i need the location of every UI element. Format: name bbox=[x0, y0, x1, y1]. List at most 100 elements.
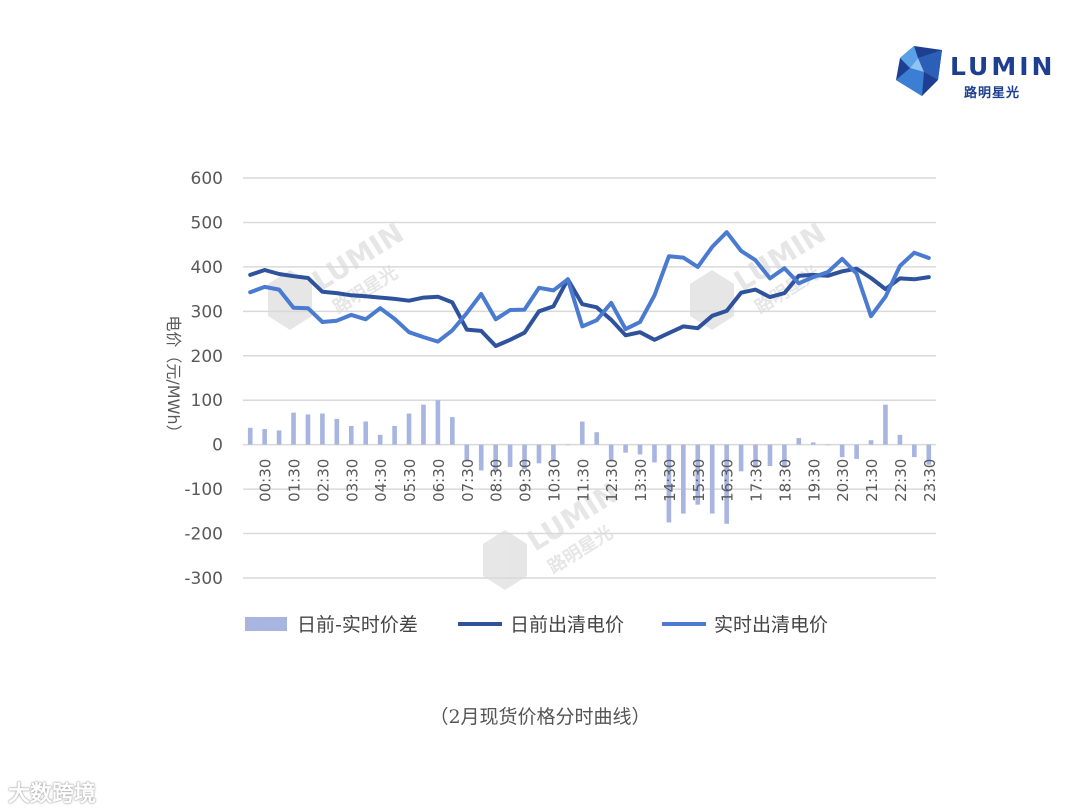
x-tick-label: 12:30 bbox=[603, 459, 621, 502]
spread-bar bbox=[897, 434, 903, 445]
spread-bar bbox=[536, 444, 542, 464]
x-tick-label: 03:30 bbox=[343, 459, 361, 502]
spread-bar bbox=[594, 432, 600, 445]
spread-bar bbox=[262, 429, 267, 445]
y-tick-label: -200 bbox=[184, 525, 223, 545]
brand-logo: LUMIN 路明星光 bbox=[892, 44, 1052, 101]
chart-gridlines bbox=[243, 177, 936, 579]
x-tick-label: 08:30 bbox=[488, 459, 506, 502]
y-tick-label: 400 bbox=[191, 258, 223, 278]
x-tick-label: 21:30 bbox=[863, 459, 881, 502]
x-tick-label: 20:30 bbox=[834, 459, 852, 502]
spread-bar bbox=[406, 413, 412, 445]
y-tick-label: 0 bbox=[212, 436, 223, 456]
spread-bar bbox=[695, 444, 701, 505]
y-tick-label: 200 bbox=[191, 347, 223, 367]
x-tick-label: 01:30 bbox=[286, 459, 304, 502]
spread-bar bbox=[522, 444, 527, 470]
brand-name: LUMIN bbox=[950, 52, 1056, 81]
x-tick-label: 04:30 bbox=[372, 459, 390, 502]
legend-swatch-bar bbox=[245, 617, 287, 631]
price-lines bbox=[248, 230, 931, 348]
watermark-icon bbox=[268, 270, 312, 330]
spread-bar bbox=[565, 444, 571, 446]
spread-bar bbox=[478, 444, 484, 471]
spread-bar bbox=[637, 444, 643, 455]
y-tick-label: -300 bbox=[184, 569, 223, 589]
watermark-icon bbox=[690, 270, 734, 330]
spread-bar bbox=[854, 444, 859, 459]
spread-bar bbox=[579, 421, 585, 445]
legend-item: 日前出清电价 bbox=[458, 614, 624, 636]
y-tick-label: -100 bbox=[184, 480, 223, 500]
spread-bar bbox=[926, 444, 932, 465]
x-tick-label: 18:30 bbox=[776, 459, 794, 502]
corner-watermark: 大数跨境 bbox=[8, 782, 97, 807]
spread-bar bbox=[247, 427, 253, 445]
y-axis-ticks: 600 500 400 300 200 100 0 -100 -200 -300 bbox=[184, 169, 223, 589]
spread-bar bbox=[435, 400, 441, 445]
x-tick-label: 02:30 bbox=[314, 459, 332, 502]
spread-bar bbox=[681, 444, 686, 514]
x-tick-label: 09:30 bbox=[517, 459, 535, 502]
spread-bar bbox=[377, 434, 383, 445]
legend-item: 实时出清电价 bbox=[662, 614, 828, 636]
spread-bar bbox=[421, 404, 426, 445]
watermark-icon bbox=[483, 530, 527, 590]
spread-bar bbox=[305, 414, 311, 445]
spread-bar bbox=[883, 404, 888, 445]
spread-bar bbox=[493, 444, 498, 472]
spread-bar bbox=[767, 444, 773, 466]
spread-bar bbox=[666, 444, 672, 523]
x-tick-label: 19:30 bbox=[805, 459, 823, 502]
y-tick-label: 600 bbox=[191, 169, 223, 189]
x-tick-label: 11:30 bbox=[574, 459, 592, 502]
spread-bar bbox=[334, 418, 340, 445]
x-tick-label: 22:30 bbox=[892, 459, 910, 502]
x-axis-ticks: 00:30 01:30 02:30 03:30 04:30 05:30 06:30 07:30… bbox=[257, 459, 939, 502]
lumin-logo-icon bbox=[896, 46, 942, 96]
x-tick-label: 05:30 bbox=[401, 459, 419, 502]
spread-bar bbox=[724, 444, 729, 524]
spread-bar bbox=[825, 444, 831, 446]
chart-caption: （2月现货价格分时曲线） bbox=[429, 706, 651, 728]
spread-bar bbox=[652, 444, 657, 463]
legend-item: 日前-实时价差 bbox=[245, 614, 418, 636]
spread-bar bbox=[868, 440, 874, 445]
legend-label: 实时出清电价 bbox=[714, 614, 828, 636]
spread-bar bbox=[782, 444, 787, 468]
spread-bar bbox=[291, 412, 296, 445]
spread-bar bbox=[839, 444, 845, 458]
realtime-price-line bbox=[248, 230, 931, 344]
spread-bar bbox=[276, 430, 282, 445]
spread-bar bbox=[363, 421, 369, 445]
spread-bar bbox=[753, 444, 758, 468]
spread-bars bbox=[247, 400, 932, 524]
spread-bar bbox=[738, 444, 744, 472]
spread-bar bbox=[392, 426, 397, 445]
spread-bar bbox=[912, 444, 917, 458]
spread-bar bbox=[551, 444, 556, 462]
x-tick-label: 07:30 bbox=[459, 459, 477, 502]
x-tick-label: 16:30 bbox=[719, 459, 737, 502]
x-tick-label: 00:30 bbox=[257, 459, 275, 502]
spread-bar bbox=[320, 413, 325, 445]
spread-bar bbox=[464, 444, 470, 462]
x-tick-label: 06:30 bbox=[430, 459, 448, 502]
spread-bar bbox=[623, 444, 628, 453]
spread-bar bbox=[709, 444, 715, 514]
spread-bar bbox=[810, 442, 816, 445]
y-axis-label: 电价（元/MWh） bbox=[164, 315, 183, 440]
x-tick-label: 17:30 bbox=[748, 459, 766, 502]
spread-bar bbox=[450, 417, 455, 445]
legend-label: 日前-实时价差 bbox=[297, 614, 418, 636]
x-tick-label: 14:30 bbox=[661, 459, 679, 502]
x-tick-label: 15:30 bbox=[690, 459, 708, 502]
x-tick-label: 23:30 bbox=[921, 459, 939, 502]
spread-bar bbox=[348, 426, 354, 445]
y-tick-label: 300 bbox=[191, 302, 223, 322]
x-tick-label: 10:30 bbox=[545, 459, 563, 502]
spread-bar bbox=[507, 444, 513, 467]
spread-bar bbox=[608, 444, 614, 462]
